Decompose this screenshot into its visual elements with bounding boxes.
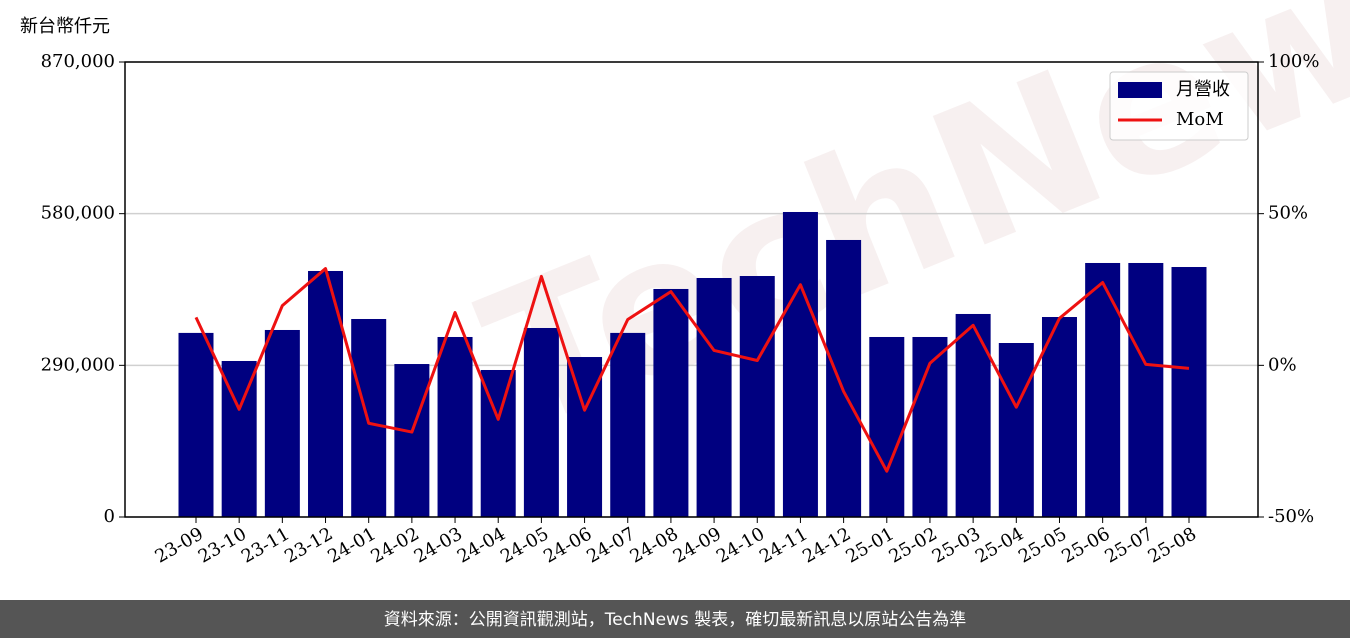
x-tick-label: 24-05	[497, 523, 552, 567]
bar	[264, 329, 300, 517]
x-tick-label: 24-01	[324, 523, 379, 567]
x-tick-label: 24-08	[626, 523, 681, 567]
footer-bar	[0, 600, 1350, 638]
x-tick-label: 25-08	[1145, 523, 1200, 567]
x-tick-label: 24-06	[540, 523, 595, 567]
bar	[653, 288, 689, 517]
line	[194, 267, 1190, 473]
bar	[696, 277, 732, 517]
x-tick-label: 24-03	[411, 523, 466, 567]
bar	[739, 276, 775, 517]
bar	[1041, 317, 1077, 517]
x-tick-label: 25-05	[1015, 523, 1070, 567]
x-tick-label: 25-06	[1058, 523, 1113, 567]
x-tick-label: 23-11	[238, 523, 293, 567]
bar	[1171, 267, 1207, 517]
bar	[1085, 262, 1121, 517]
bar	[480, 369, 516, 517]
plot-frame	[124, 61, 1259, 518]
bar	[178, 332, 214, 517]
x-tick-label: 24-12	[799, 523, 854, 567]
y2-tick-label: 0%	[1268, 354, 1297, 375]
x-tick-label: 24-02	[367, 523, 422, 567]
bar	[437, 336, 473, 517]
x-tick-label: 23-09	[152, 523, 207, 567]
legend-label: MoM	[1176, 109, 1224, 130]
legend-swatch	[1118, 82, 1162, 98]
y-tick-label: 870,000	[41, 51, 115, 72]
y-tick-label: 0	[104, 506, 115, 527]
x-tick-label: 24-11	[756, 523, 811, 567]
bar	[523, 327, 559, 517]
bar	[955, 313, 991, 517]
bar	[782, 211, 818, 517]
x-tick-label: 23-12	[281, 523, 336, 567]
x-tick-label: 25-03	[929, 523, 984, 567]
bar	[826, 239, 862, 517]
bar	[998, 343, 1034, 517]
x-tick-label: 25-07	[1101, 523, 1156, 567]
footer-text: 資料來源：公開資訊觀測站，TechNews 製表，確切最新訊息以原站公告為準	[384, 610, 966, 630]
y-axis-label: 新台幣仟元	[20, 16, 110, 37]
x-tick-label: 24-04	[454, 523, 509, 567]
bar	[1128, 262, 1164, 517]
y-tick-label: 290,000	[41, 354, 115, 375]
x-tick-label: 24-10	[713, 523, 768, 567]
x-tick-label: 25-02	[886, 523, 941, 567]
x-tick-label: 25-01	[842, 523, 897, 567]
y2-tick-label: -50%	[1268, 506, 1314, 527]
legend-label: 月營收	[1176, 79, 1230, 100]
bar	[869, 336, 905, 517]
x-tick-label: 24-09	[670, 523, 725, 567]
x-tick-label: 25-04	[972, 523, 1027, 567]
x-tick-label: 23-10	[195, 523, 250, 567]
y2-tick-label: 100%	[1268, 51, 1319, 72]
x-tick-label: 24-07	[583, 523, 638, 567]
bar	[394, 364, 430, 517]
y-tick-label: 580,000	[41, 203, 115, 224]
bar	[610, 332, 646, 517]
y2-tick-label: 50%	[1268, 203, 1308, 224]
